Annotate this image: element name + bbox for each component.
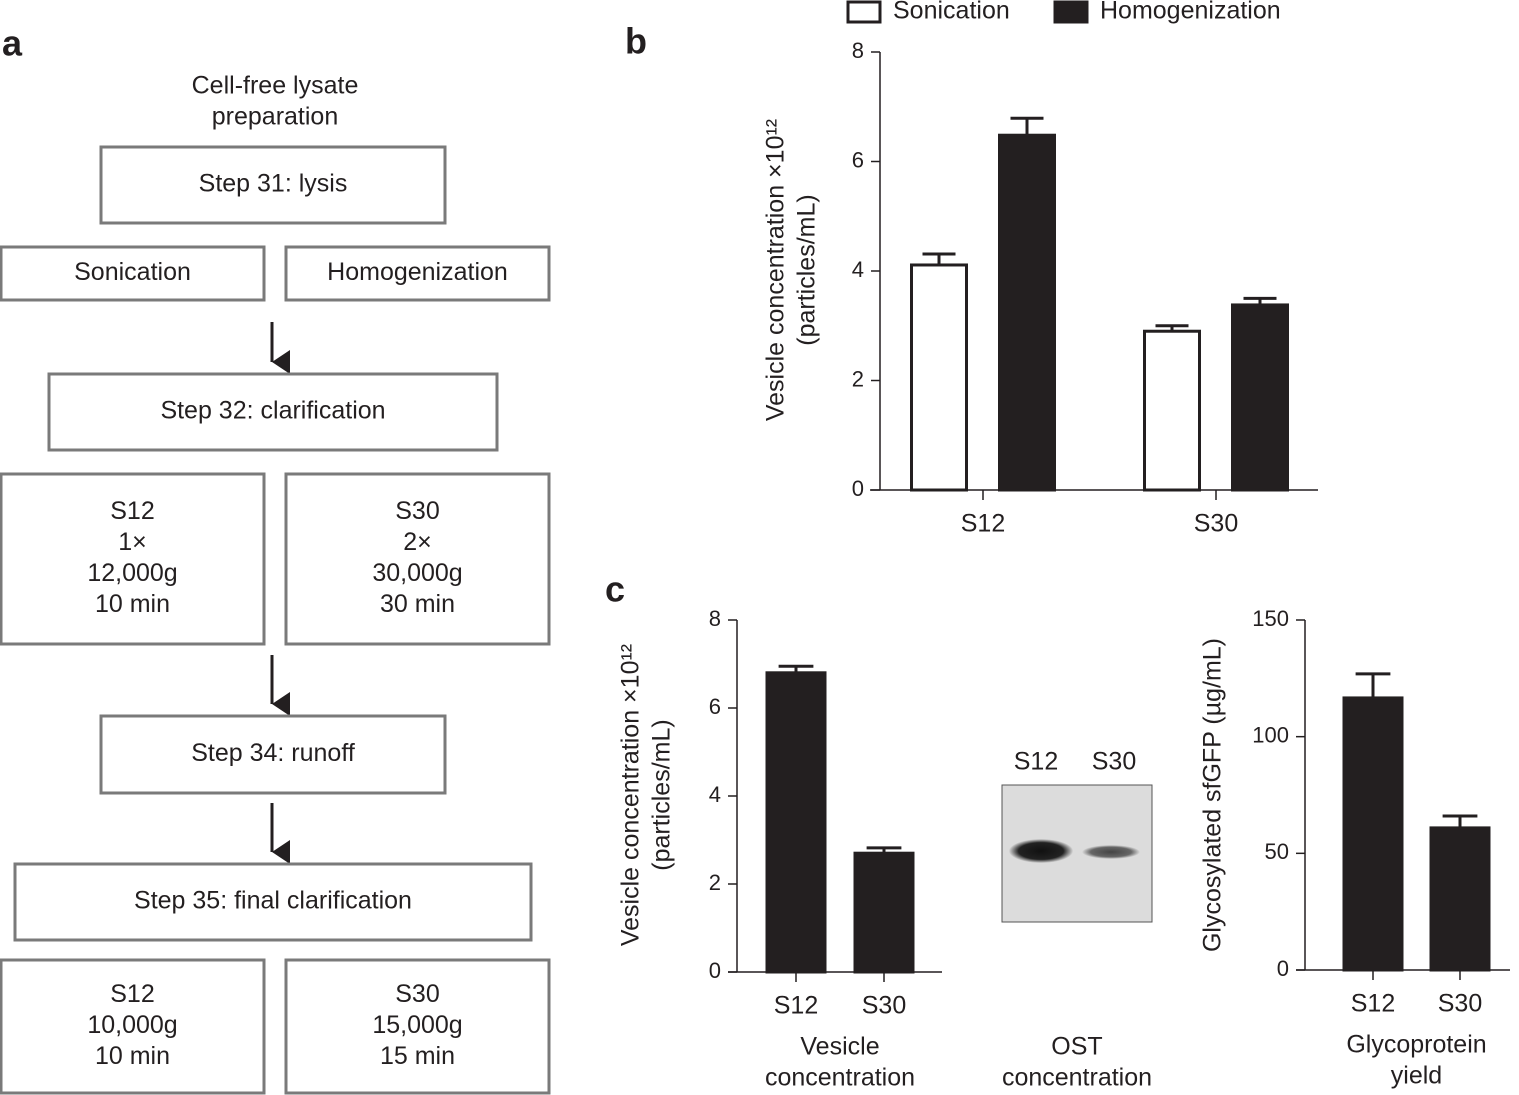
bar (1429, 826, 1491, 972)
flow-label: 10,000g (87, 1011, 177, 1039)
bar (1342, 696, 1404, 972)
blot-lane-label: S12 (1014, 748, 1058, 776)
y-tick-label: 6 (852, 147, 864, 172)
legend-label: Sonication (893, 0, 1010, 25)
flow-label: S30 (395, 980, 439, 1008)
flow-label: 15,000g (372, 1011, 462, 1039)
flow-label: 12,000g (87, 559, 177, 587)
flow-box (284, 472, 551, 646)
flow-title: Cell-free lysate (192, 72, 359, 100)
y-tick-label: 6 (709, 694, 721, 719)
y-axis-label: Glycosylated sfGFP (µg/mL) (1199, 638, 1227, 952)
flow-label: 2× (403, 528, 432, 556)
flow-label: S12 (110, 497, 154, 525)
y-tick-label: 2 (852, 366, 864, 391)
flow-label: 15 min (380, 1042, 455, 1070)
x-tick-label: S12 (1351, 990, 1395, 1018)
blot-x-label: OST (1051, 1033, 1102, 1061)
flow-label: 30 min (380, 590, 455, 618)
x-axis-label: Glycoprotein (1346, 1031, 1486, 1059)
flow-box (0, 245, 266, 302)
legend-swatch (1053, 0, 1089, 24)
y-tick-label: 150 (1252, 606, 1289, 631)
flow-box (99, 145, 447, 225)
legend-label: Homogenization (1100, 0, 1281, 25)
y-tick-label: 0 (1277, 956, 1289, 981)
flow-title: preparation (212, 103, 338, 131)
y-axis-label: Vesicle concentration ×10¹² (762, 119, 790, 421)
flow-box (284, 245, 551, 302)
flow-label: 10 min (95, 1042, 170, 1070)
flow-label: Sonication (74, 258, 191, 286)
flow-label: Homogenization (327, 258, 508, 286)
flow-label: Step 34: runoff (191, 739, 355, 767)
bar (1231, 303, 1289, 492)
y-tick-label: 100 (1252, 722, 1289, 747)
x-axis-label: Vesicle (800, 1033, 879, 1061)
blot-lane-label: S30 (1092, 748, 1136, 776)
flow-label: 30,000g (372, 559, 462, 587)
x-tick-label: S12 (961, 510, 1005, 538)
bar (1143, 329, 1201, 492)
panel-label: a (2, 23, 23, 64)
flow-label: 1× (118, 528, 147, 556)
y-tick-label: 4 (709, 782, 721, 807)
y-tick-label: 50 (1265, 839, 1289, 864)
blot-image (1001, 784, 1153, 923)
flow-label: Step 32: clarification (160, 397, 385, 425)
x-axis-label: yield (1391, 1062, 1442, 1090)
bar (765, 671, 827, 974)
flow-box (0, 472, 266, 646)
panel-label: b (625, 21, 647, 62)
flow-box (99, 714, 447, 795)
bar (910, 263, 968, 492)
y-tick-label: 2 (709, 870, 721, 895)
y-axis-label: (particles/mL) (793, 194, 821, 345)
y-tick-label: 0 (852, 476, 864, 501)
x-tick-label: S30 (862, 992, 906, 1020)
x-axis-label: concentration (765, 1064, 915, 1092)
flow-box (47, 372, 499, 452)
flow-label: 10 min (95, 590, 170, 618)
y-axis-label: Vesicle concentration ×10¹² (617, 644, 645, 946)
y-tick-label: 8 (852, 38, 864, 63)
blot-x-label: concentration (1002, 1064, 1152, 1092)
flow-box (284, 958, 551, 1095)
x-tick-label: S30 (1194, 510, 1238, 538)
y-tick-label: 8 (709, 606, 721, 631)
y-tick-label: 0 (709, 958, 721, 983)
legend-swatch (846, 0, 882, 24)
flow-label: S12 (110, 980, 154, 1008)
bar (998, 133, 1056, 492)
x-tick-label: S30 (1438, 990, 1482, 1018)
flow-label: Step 35: final clarification (134, 887, 412, 915)
panel-label: c (605, 569, 625, 610)
bar (853, 851, 915, 974)
flow-box (0, 958, 266, 1095)
flow-label: Step 31: lysis (199, 170, 348, 198)
x-tick-label: S12 (774, 992, 818, 1020)
flow-label: S30 (395, 497, 439, 525)
flow-box (13, 862, 533, 942)
y-axis-label: (particles/mL) (648, 719, 676, 870)
y-tick-label: 4 (852, 257, 864, 282)
